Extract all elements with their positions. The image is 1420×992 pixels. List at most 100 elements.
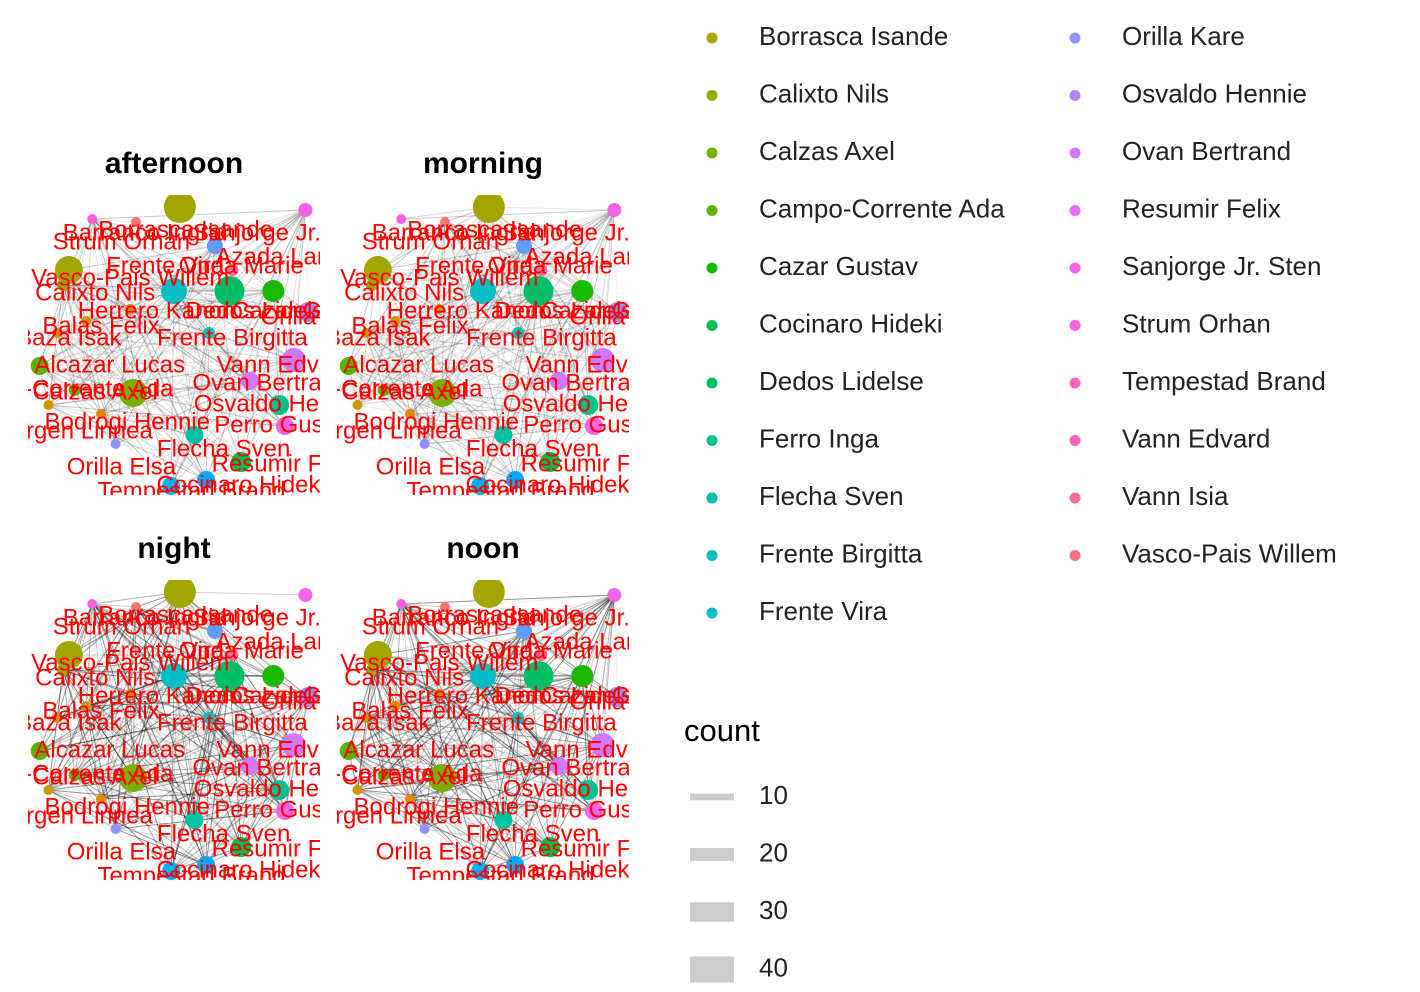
edge [56, 284, 64, 334]
edge [47, 669, 64, 791]
edge [170, 359, 295, 487]
legend-label: 30 [759, 895, 788, 925]
edge [170, 696, 309, 872]
edge [348, 290, 539, 367]
node-label: Perro Gustav [214, 796, 355, 823]
node-label: Azada Lars [215, 628, 336, 655]
edge [377, 269, 443, 394]
edge [357, 789, 504, 821]
node [231, 452, 252, 472]
node-label: Dedos Lidelse [495, 297, 647, 324]
edge [371, 669, 519, 719]
legend-label: 20 [759, 837, 788, 867]
edge [348, 359, 603, 367]
node [185, 811, 204, 829]
edge [39, 365, 116, 445]
node-label: Alcazar Lucas [343, 351, 494, 378]
edge [173, 209, 306, 292]
node [515, 623, 532, 639]
edge [523, 245, 618, 313]
node [110, 824, 121, 834]
edge [57, 332, 251, 382]
edge [62, 669, 210, 719]
edge [409, 413, 594, 427]
legend-key [706, 147, 718, 159]
edge [424, 245, 525, 445]
edge [442, 777, 595, 812]
edge [383, 630, 525, 776]
node-label: Borrasca Isande [98, 216, 273, 243]
edge [409, 404, 589, 415]
edge [272, 209, 306, 292]
node-label: Azada Lars [524, 628, 645, 655]
node [269, 780, 290, 800]
edge [74, 245, 216, 391]
edge [74, 774, 286, 812]
legend-label: Vann Isia [1122, 481, 1229, 511]
legend-key [706, 607, 718, 619]
edge [86, 693, 131, 707]
node-label: Osvaldo Hennie [503, 390, 674, 417]
node [590, 733, 615, 757]
edge [523, 245, 604, 361]
edge [502, 594, 615, 821]
node [96, 794, 106, 804]
node-label: Orilla Kare [260, 688, 373, 715]
node [363, 641, 392, 669]
node-label: Onda Marie [178, 252, 303, 279]
edge [424, 630, 525, 830]
edge [229, 209, 306, 292]
node [163, 195, 196, 223]
node [471, 862, 490, 880]
node-label: Borrasca Isande [407, 216, 582, 243]
edge [479, 269, 542, 487]
edge [395, 594, 615, 707]
edge [395, 320, 551, 463]
node-label: Strum Orhan [362, 228, 499, 255]
edge [232, 209, 306, 271]
edge [365, 206, 490, 334]
edge [479, 290, 583, 487]
legend-key [706, 320, 718, 331]
edge [278, 209, 306, 406]
edge [383, 245, 525, 391]
edge [441, 777, 481, 872]
edge [479, 206, 490, 487]
edge [438, 693, 516, 866]
edge [357, 675, 484, 791]
edge [377, 206, 490, 271]
edge [383, 221, 446, 391]
edge [523, 594, 615, 632]
node [298, 302, 319, 322]
edge [424, 765, 560, 830]
edge [86, 209, 306, 322]
edge [91, 218, 172, 487]
edge [383, 320, 396, 391]
edge [91, 218, 295, 361]
edge [48, 308, 131, 406]
node-label: Bodrogi Hennie [354, 408, 519, 435]
edge [85, 705, 102, 800]
node [494, 811, 513, 829]
edge [400, 603, 443, 779]
edge [400, 603, 484, 677]
edge [62, 669, 242, 848]
node-label: Vasco-Pais Willem [340, 264, 538, 291]
node-label: Strum Orhan [53, 613, 190, 640]
edge [503, 744, 604, 821]
edge [194, 359, 295, 436]
edge [74, 774, 242, 848]
edge [438, 693, 589, 791]
edge [170, 675, 175, 872]
node [578, 395, 599, 415]
node [125, 689, 136, 699]
edge [409, 221, 446, 415]
edge [558, 765, 595, 812]
edge [377, 654, 504, 821]
edge [438, 693, 560, 767]
edge [482, 675, 595, 812]
node [30, 742, 49, 760]
edge [115, 675, 230, 830]
edge [39, 693, 131, 752]
edge [39, 308, 131, 367]
